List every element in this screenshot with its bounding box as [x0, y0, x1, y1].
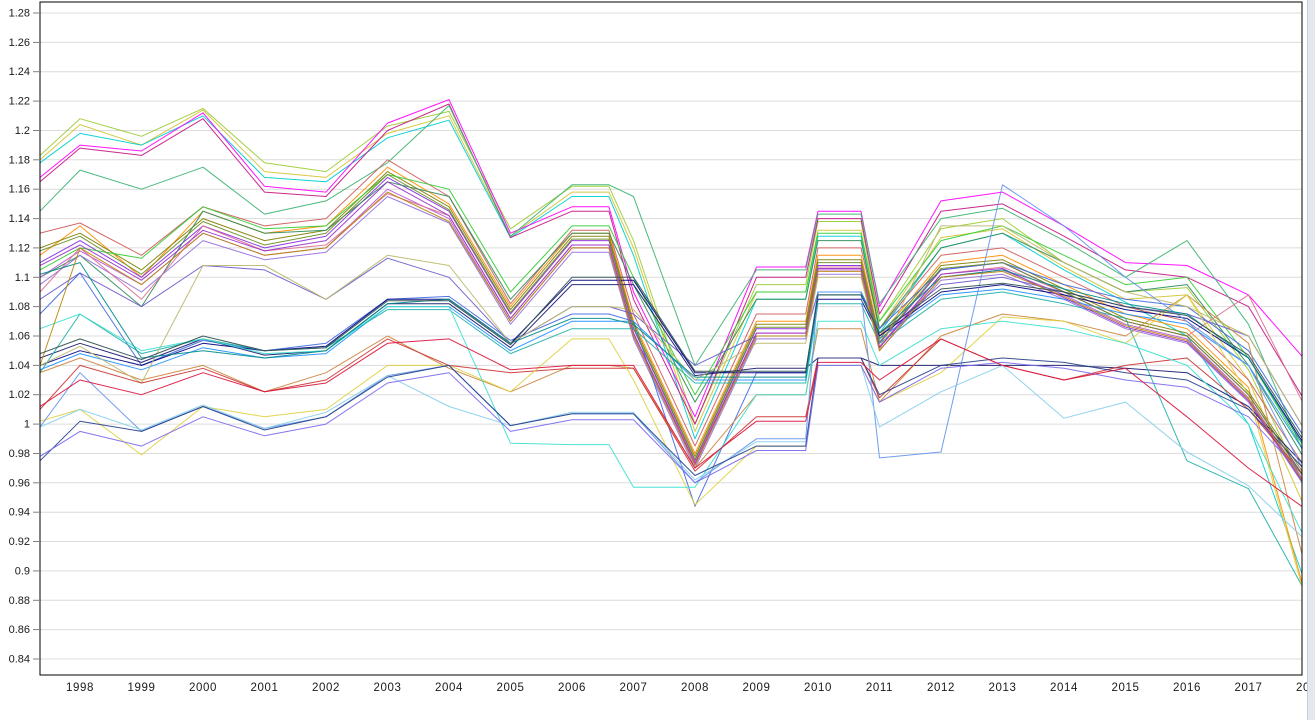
x-tick-label: 2011 [866, 682, 893, 694]
y-tick-label: 1.26 [9, 37, 30, 49]
series-lines [40, 99, 1302, 589]
y-tick-label: 1.28 [9, 8, 30, 20]
y-tick-label: 1.18 [9, 154, 30, 166]
x-axis-labels: 1998 1999 2000 2001 2002 2003 2004 2005 2006 2007… [66, 682, 1315, 694]
y-tick-label: 0.84 [9, 654, 30, 666]
y-tick-label: 0.86 [9, 624, 30, 636]
series-line-series-28 [40, 364, 1302, 538]
y-tick-label: 1.08 [9, 301, 30, 313]
y-tick-label: 1.02 [9, 389, 30, 401]
series-line-series-36 [40, 276, 1302, 440]
series-line-series-25 [40, 294, 1302, 589]
y-tick-label: 0.9 [15, 565, 30, 577]
x-tick-label: 2006 [558, 682, 586, 694]
x-tick-label: 2017 [1235, 682, 1263, 694]
x-tick-label: 2010 [804, 682, 832, 694]
series-line-series-08 [40, 166, 1302, 585]
series-line-series-01 [40, 107, 1302, 483]
x-tick-label: 1998 [66, 682, 94, 694]
x-tick-label: 2009 [743, 682, 771, 694]
y-tick-label: 1.12 [9, 242, 30, 254]
x-tick-label: 2008 [681, 682, 709, 694]
x-tick-label: 2002 [312, 682, 340, 694]
x-tick-label: 2013 [989, 682, 1017, 694]
y-tick-label: 1 [24, 419, 30, 431]
y-axis-labels: 1.28 1.26 1.24 1.22 1.2 1.18 1.16 1.14 1.12 1.1 1.… [9, 8, 30, 666]
x-tick-label: 2014 [1050, 682, 1078, 694]
y-tick-label: 1.22 [9, 96, 30, 108]
series-line-series-05 [40, 103, 1302, 425]
x-tick-label: 2007 [620, 682, 648, 694]
series-line-series-19 [40, 284, 1302, 464]
x-tick-label: 2003 [374, 682, 402, 694]
x-tick-label: 2016 [1173, 682, 1201, 694]
series-line-series-34 [40, 262, 1302, 445]
y-tick-label: 1.1 [15, 272, 30, 284]
y-tick-label: 1.16 [9, 184, 30, 196]
vertical-scrollbar[interactable] [1307, 0, 1315, 720]
series-line-series-29 [40, 357, 1302, 476]
series-line-series-23 [40, 225, 1302, 427]
series-line-series-26 [40, 306, 1302, 534]
x-tick-label: 2004 [435, 682, 463, 694]
x-tick-label: 2015 [1112, 682, 1140, 694]
y-tick-label: 1.06 [9, 331, 30, 343]
y-tick-label: 1.24 [9, 66, 30, 78]
series-line-series-03 [40, 115, 1302, 576]
y-tick-label: 0.92 [9, 536, 30, 548]
x-tick-label: 2000 [189, 682, 217, 694]
series-line-series-32 [40, 181, 1302, 482]
series-line-series-07 [40, 159, 1302, 465]
y-tick-label: 1.2 [15, 125, 30, 137]
series-line-series-02 [40, 109, 1302, 503]
x-tick-label: 1999 [128, 682, 156, 694]
y-tick-label: 0.88 [9, 595, 30, 607]
series-line-series-33 [40, 338, 1302, 508]
y-tick-label: 0.96 [9, 477, 30, 489]
x-tick-label: 2001 [251, 682, 279, 694]
y-tick-label: 1.14 [9, 213, 30, 225]
series-line-series-16 [40, 257, 1302, 427]
series-line-series-11 [40, 174, 1302, 449]
series-line-series-30 [40, 361, 1302, 484]
y-tick-label: 0.98 [9, 448, 30, 460]
x-tick-label: 2012 [927, 682, 955, 694]
plot-border [39, 1, 1303, 676]
y-tick-label: 0.94 [9, 507, 30, 519]
series-line-series-10 [40, 176, 1302, 475]
series-line-series-35 [40, 191, 1302, 481]
x-tick-label: 2005 [497, 682, 525, 694]
y-tick-label: 1.04 [9, 360, 30, 372]
y-axis-ticks [33, 12, 40, 660]
